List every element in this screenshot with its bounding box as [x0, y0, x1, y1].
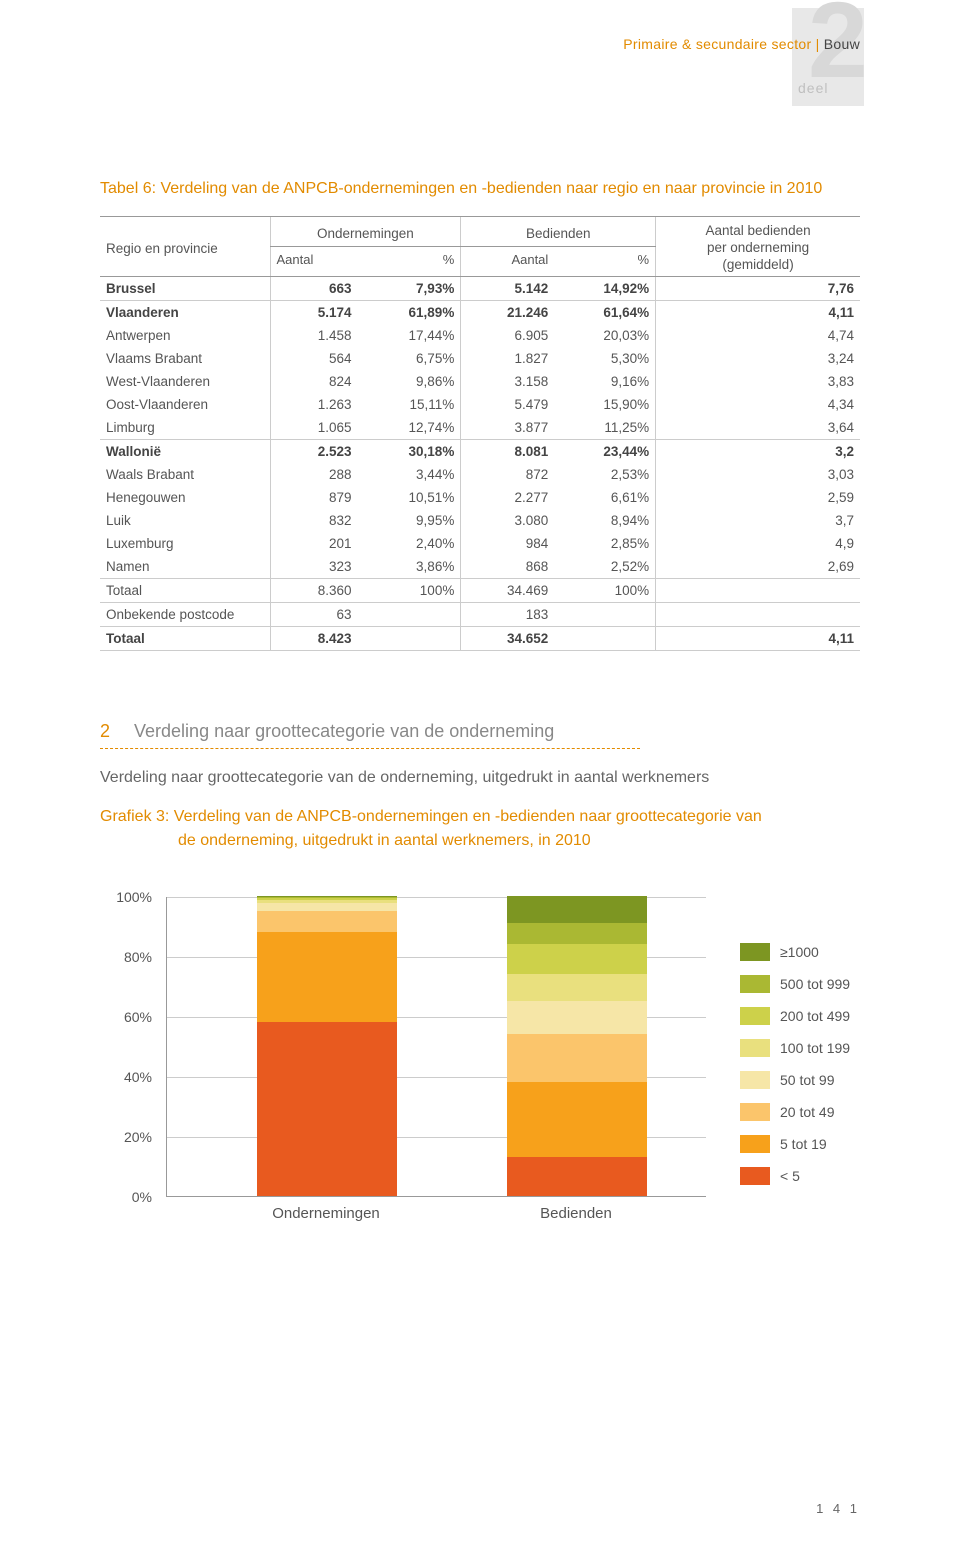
- segment-5to19: [257, 932, 397, 1022]
- breadcrumb-category: Primaire & secundaire sector: [623, 36, 811, 52]
- table-title: Tabel 6: Verdeling van de ANPCB-ondernem…: [100, 180, 860, 198]
- col-ond: Ondernemingen: [270, 217, 461, 247]
- legend-label: 5 tot 19: [780, 1136, 827, 1152]
- table-row: Luik8329,95%3.0808,94%3,7: [100, 509, 860, 532]
- bar-Ondernemingen: [257, 896, 397, 1196]
- y-tick-label: 0%: [132, 1189, 152, 1205]
- divider: [100, 748, 640, 749]
- x-tick-label: Ondernemingen: [226, 1205, 426, 1222]
- legend-label: ≥1000: [780, 944, 819, 960]
- section2-subtitle: Verdeling naar groottecategorie van de o…: [100, 769, 860, 787]
- table-row: Antwerpen1.45817,44%6.90520,03%4,74: [100, 324, 860, 347]
- section-badge: deel 2: [792, 8, 864, 106]
- y-tick-label: 40%: [124, 1069, 152, 1085]
- chart-title: Grafiek 3: Verdeling van de ANPCB-ondern…: [100, 805, 860, 853]
- bar-Bedienden: [507, 896, 647, 1196]
- table-row: Wallonië2.52330,18%8.08123,44%3,2: [100, 439, 860, 463]
- segment-ge1000: [507, 896, 647, 923]
- page-number: 1 4 1: [816, 1501, 860, 1516]
- segment-500to999: [507, 923, 647, 944]
- table-row: Waals Brabant2883,44%8722,53%3,03: [100, 463, 860, 486]
- legend-label: 200 tot 499: [780, 1008, 850, 1024]
- table-row: Henegouwen87910,51%2.2776,61%2,59: [100, 486, 860, 509]
- legend-label: < 5: [780, 1168, 800, 1184]
- legend-swatch: [740, 1071, 770, 1089]
- data-table: Regio en provincie Ondernemingen Bediend…: [100, 216, 860, 651]
- table-row: Vlaams Brabant5646,75%1.8275,30%3,24: [100, 347, 860, 370]
- table-row: Oost-Vlaanderen1.26315,11%5.47915,90%4,3…: [100, 393, 860, 416]
- legend-swatch: [740, 975, 770, 993]
- legend-item: 50 tot 99: [740, 1069, 850, 1091]
- legend-label: 500 tot 999: [780, 976, 850, 992]
- legend-swatch: [740, 1103, 770, 1121]
- legend-item: 5 tot 19: [740, 1133, 850, 1155]
- chart-legend: ≥1000 500 tot 999 200 tot 499 100 tot 199 50…: [740, 941, 850, 1197]
- segment-20to49: [257, 911, 397, 932]
- table-row: Totaal8.42334.6524,11: [100, 626, 860, 650]
- legend-swatch: [740, 1135, 770, 1153]
- legend-swatch: [740, 943, 770, 961]
- legend-swatch: [740, 1167, 770, 1185]
- legend-item: < 5: [740, 1165, 850, 1187]
- legend-swatch: [740, 1007, 770, 1025]
- col-bed: Bedienden: [461, 217, 656, 247]
- y-tick-label: 60%: [124, 1009, 152, 1025]
- table-row: Namen3233,86%8682,52%2,69: [100, 555, 860, 579]
- legend-label: 50 tot 99: [780, 1072, 835, 1088]
- segment-20to49: [507, 1034, 647, 1082]
- legend-item: 200 tot 499: [740, 1005, 850, 1027]
- legend-swatch: [740, 1039, 770, 1057]
- table-row: Totaal8.360100%34.469100%: [100, 578, 860, 602]
- table-row: Limburg1.06512,74%3.87711,25%3,64: [100, 416, 860, 440]
- y-tick-label: 80%: [124, 949, 152, 965]
- y-tick-label: 20%: [124, 1129, 152, 1145]
- col-avg: Aantal bedienden per onderneming (gemidd…: [656, 217, 860, 277]
- table-row: Onbekende postcode63183: [100, 602, 860, 626]
- col-region: Regio en provincie: [100, 217, 270, 277]
- table-row: Brussel6637,93%5.14214,92%7,76: [100, 276, 860, 300]
- segment-200to499: [507, 944, 647, 974]
- legend-item: 20 tot 49: [740, 1101, 850, 1123]
- legend-item: 500 tot 999: [740, 973, 850, 995]
- legend-item: ≥1000: [740, 941, 850, 963]
- x-tick-label: Bedienden: [476, 1205, 676, 1222]
- table-row: West-Vlaanderen8249,86%3.1589,16%3,83: [100, 370, 860, 393]
- segment-5to19: [507, 1082, 647, 1157]
- table-row: Luxemburg2012,40%9842,85%4,9: [100, 532, 860, 555]
- legend-label: 20 tot 49: [780, 1104, 835, 1120]
- section2-heading: 2Verdeling naar groottecategorie van de …: [100, 721, 860, 742]
- segment-100to199: [507, 974, 647, 1001]
- segment-lt5: [507, 1157, 647, 1196]
- breadcrumb-sub: Bouw: [824, 36, 860, 52]
- legend-label: 100 tot 199: [780, 1040, 850, 1056]
- y-tick-label: 100%: [116, 889, 152, 905]
- breadcrumb: Primaire & secundaire sector | Bouw: [623, 36, 860, 54]
- table-row: Vlaanderen5.17461,89%21.24661,64%4,11: [100, 300, 860, 324]
- segment-50to99: [257, 903, 397, 911]
- legend-item: 100 tot 199: [740, 1037, 850, 1059]
- stacked-bar-chart: 0%20%40%60%80%100% ≥1000500 tot 999200 t…: [100, 897, 860, 1257]
- segment-lt5: [257, 1022, 397, 1196]
- segment-50to99: [507, 1001, 647, 1034]
